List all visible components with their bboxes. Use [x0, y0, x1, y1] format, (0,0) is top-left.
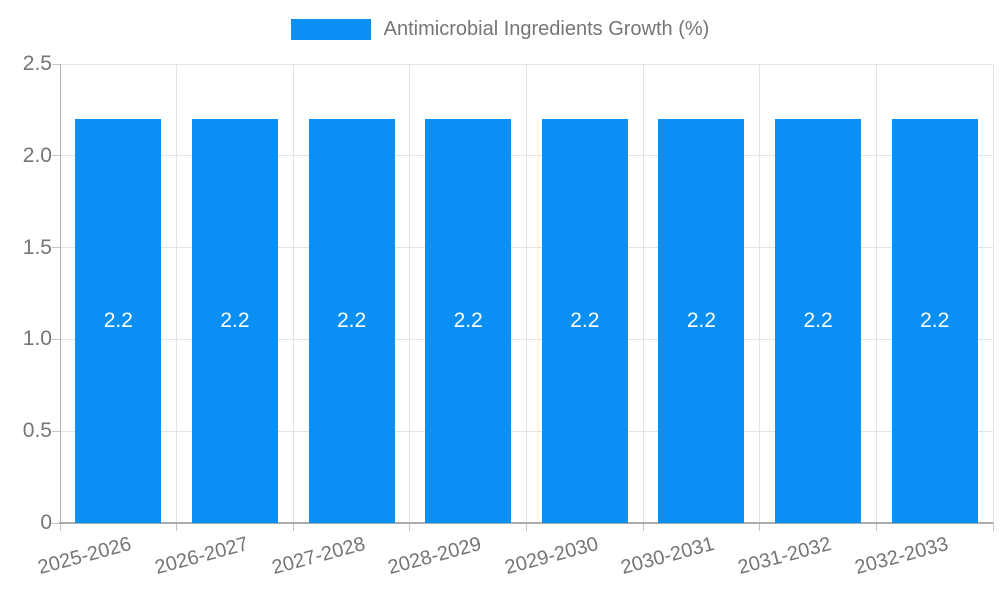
x-axis-tick [992, 523, 994, 531]
chart-legend: Antimicrobial Ingredients Growth (%) [0, 18, 1000, 41]
bar-value-label: 2.2 [336, 309, 367, 333]
y-axis-tick [52, 155, 60, 157]
x-gridline [642, 64, 644, 523]
y-axis-tick [52, 338, 60, 340]
bar[interactable] [425, 119, 512, 523]
bar-value-label: 2.2 [220, 309, 250, 333]
y-axis-tick [52, 430, 60, 432]
legend-swatch-icon [290, 19, 371, 40]
x-axis-tick [292, 523, 294, 531]
x-gridline [409, 64, 411, 523]
y-axis-line [60, 64, 61, 523]
bar-value-label: 2.2 [686, 309, 717, 333]
bar[interactable] [541, 119, 628, 523]
bar[interactable] [891, 119, 978, 523]
bar-value-label: 2.2 [570, 309, 600, 333]
x-axis-tick [642, 523, 644, 531]
legend-item[interactable]: Antimicrobial Ingredients Growth (%) [290, 18, 710, 41]
y-axis-tick-label: 2.0 [22, 143, 52, 167]
x-axis-tick [875, 523, 877, 531]
x-axis-tick [759, 523, 761, 531]
y-axis-tick [52, 63, 60, 65]
plot-area: 0 0.5 1.0 1.5 2.0 2.5 2.2 2025-2026 2.2 2026-2027… [23, 53, 994, 579]
x-axis-tick [176, 523, 178, 531]
x-axis-tick [409, 523, 411, 531]
bar-value-label: 2.2 [453, 309, 483, 333]
bar-value-label: 2.2 [920, 309, 950, 333]
x-gridline [875, 64, 877, 523]
bar[interactable] [658, 119, 745, 523]
legend-label: Antimicrobial Ingredients Growth (%) [383, 18, 710, 40]
bar-value-label: 2.2 [803, 309, 833, 333]
y-axis-tick [52, 522, 60, 524]
bar[interactable] [75, 119, 162, 523]
x-gridline [759, 64, 761, 523]
bar[interactable] [775, 119, 862, 523]
y-axis-tick-label: 2.5 [22, 52, 52, 75]
bar[interactable] [308, 119, 395, 523]
x-gridline [526, 64, 527, 523]
y-axis-tick-label: 1.5 [22, 235, 52, 259]
bar[interactable] [191, 119, 278, 523]
x-gridline [992, 64, 994, 523]
bar-value-label: 2.2 [103, 309, 133, 333]
x-gridline [292, 64, 294, 523]
x-axis-tick [526, 523, 527, 531]
y-axis-tick-label: 0 [40, 511, 52, 534]
x-axis-line [59, 522, 993, 524]
y-axis-tick-label: 0.5 [22, 419, 52, 443]
y-axis-tick [52, 247, 60, 249]
y-axis-tick-label: 1.0 [22, 327, 52, 351]
x-gridline [176, 64, 178, 523]
x-axis-tick [59, 523, 61, 531]
